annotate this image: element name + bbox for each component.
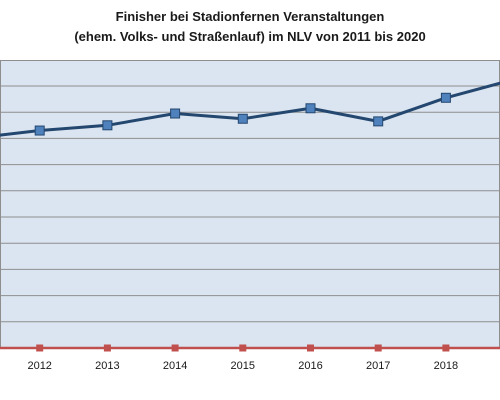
data-point: [373, 116, 384, 127]
data-point: [103, 344, 111, 352]
data-point: [440, 92, 451, 103]
x-tick-label: 2013: [95, 360, 119, 372]
chart-title: Finisher bei Stadionfernen Veranstaltung…: [115, 9, 385, 24]
x-tick-label: 2014: [163, 360, 187, 372]
plot-background: [0, 60, 500, 348]
data-point: [170, 108, 181, 119]
data-point: [237, 113, 248, 124]
data-point: [102, 120, 113, 131]
x-tick-label: 2012: [27, 360, 51, 372]
data-point: [171, 344, 179, 352]
data-point: [36, 344, 44, 352]
x-tick-label: 2016: [298, 360, 322, 372]
data-point: [34, 125, 45, 136]
data-point: [305, 103, 316, 114]
data-point: [239, 344, 247, 352]
data-point: [442, 344, 450, 352]
data-point: [307, 344, 314, 352]
x-tick-label: 2017: [366, 360, 390, 372]
chart-subtitle: (ehem. Volks- und Straßenlauf) im NLV vo…: [74, 29, 426, 44]
x-tick-label: 2018: [434, 360, 458, 372]
data-point: [374, 344, 382, 352]
x-tick-label: 2015: [231, 360, 255, 372]
